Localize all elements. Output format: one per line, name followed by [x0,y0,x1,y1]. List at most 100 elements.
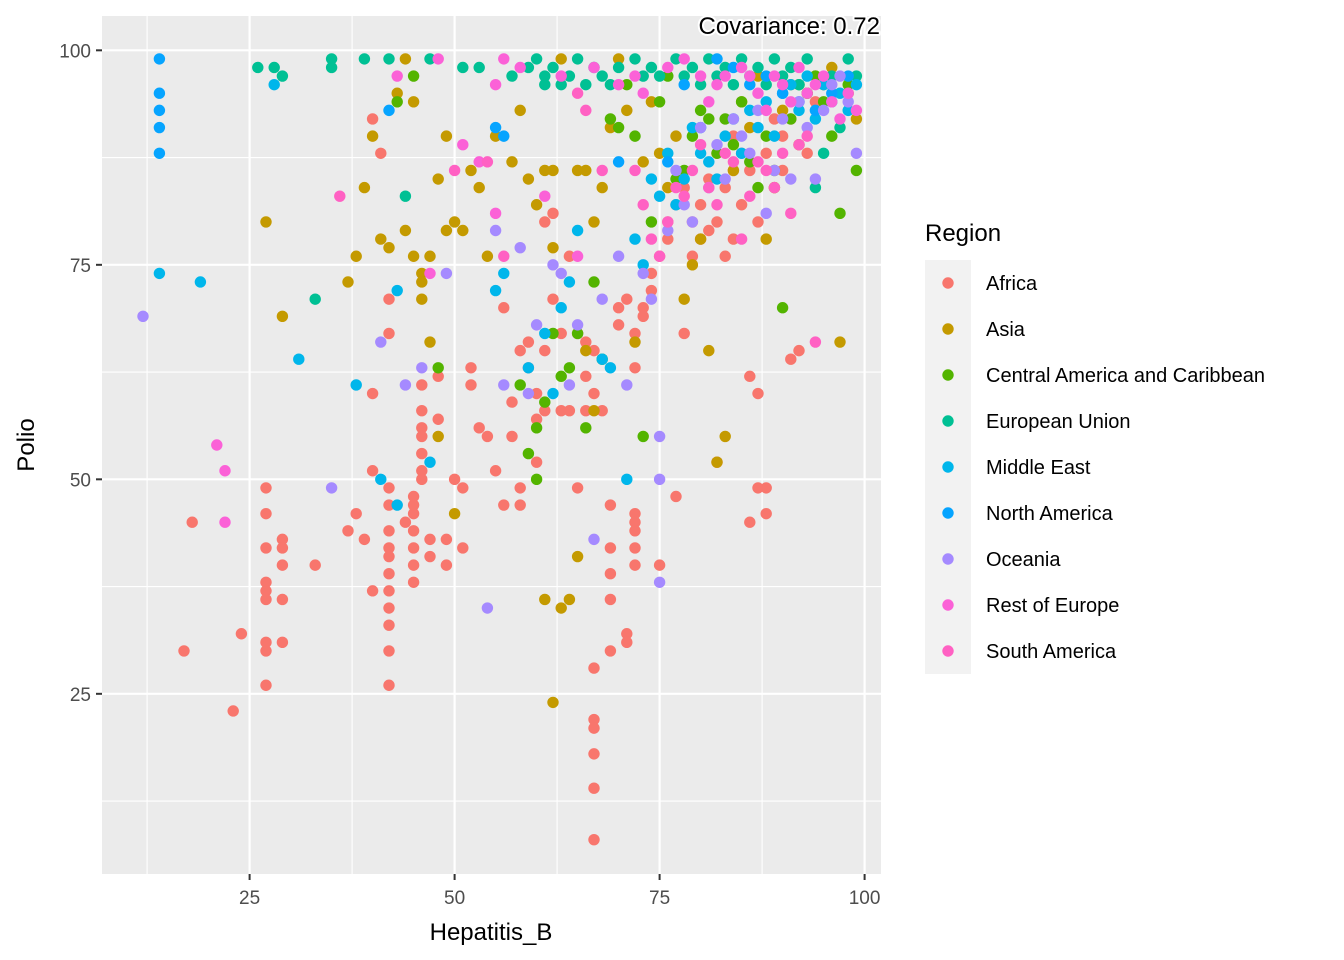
point-south-america [703,181,715,194]
point-european-union [547,61,559,74]
point-central-america-and-caribbean [407,70,420,82]
point-rest-of-europe [219,465,231,477]
legend-key-north-america [942,507,954,519]
x-tick-label: 75 [649,888,670,909]
point-africa [440,533,453,546]
point-south-america [744,190,756,202]
point-south-america [719,147,731,159]
point-africa [530,387,543,400]
point-middle-east [653,190,666,202]
point-asia [662,181,674,194]
point-oceania [834,70,846,82]
point-africa [260,482,272,494]
point-north-america [678,78,690,91]
point-africa [383,482,395,494]
point-africa [727,130,740,142]
point-africa [383,602,395,614]
point-africa [629,559,641,571]
point-middle-east [424,456,436,468]
point-asia [670,130,682,142]
point-middle-east [522,362,535,374]
point-european-union [539,78,551,91]
x-tick-label: 100 [849,888,881,909]
point-africa [752,482,764,494]
point-africa [399,516,412,528]
point-africa [662,233,674,245]
point-africa [678,327,690,340]
point-north-america [711,53,723,65]
point-asia [448,216,461,228]
point-africa [457,482,469,494]
point-asia [514,104,526,117]
point-oceania [621,379,633,391]
point-asia [440,224,453,237]
point-oceania [399,379,412,391]
point-africa [407,499,420,511]
point-middle-east [686,121,699,134]
point-africa [588,662,600,674]
point-africa [440,559,453,571]
point-european-union [842,53,854,65]
point-european-union [506,70,518,82]
point-africa [416,473,428,486]
point-africa [383,585,395,597]
point-central-america-and-caribbean [826,130,838,142]
point-asia [465,164,477,177]
point-south-america [571,87,584,99]
legend-key-asia [942,323,954,335]
point-middle-east [194,276,207,288]
point-central-america-and-caribbean [735,96,748,108]
point-asia [481,250,494,262]
point-asia [416,293,428,305]
point-africa [547,207,559,220]
point-central-america-and-caribbean [727,139,740,151]
point-africa [366,585,379,597]
point-oceania [809,173,822,185]
point-oceania [440,267,453,280]
point-central-america-and-caribbean [653,96,666,108]
legend-label-south-america: South America [986,641,1117,663]
point-north-america [826,87,838,99]
point-north-america [662,156,674,168]
point-south-america [793,139,805,151]
point-central-america-and-caribbean [514,379,526,391]
point-africa [612,302,625,314]
point-africa [260,636,272,649]
point-middle-east [547,387,559,400]
point-africa [588,782,600,794]
point-central-america-and-caribbean [522,447,535,460]
point-middle-east [555,302,567,314]
point-rest-of-europe [424,267,436,280]
point-middle-east [391,499,403,511]
point-rest-of-europe [834,113,846,125]
point-africa [703,173,715,185]
point-rest-of-europe [555,70,567,82]
point-south-america [752,156,764,168]
point-central-america-and-caribbean [817,96,830,108]
point-european-union [637,70,649,82]
point-asia [416,267,428,280]
legend-key-africa [942,277,954,289]
point-asia [571,164,584,177]
point-oceania [817,104,830,117]
point-european-union [752,61,764,74]
point-middle-east [629,233,641,245]
point-africa [580,336,592,348]
point-africa [514,344,526,357]
point-africa [260,593,272,606]
point-africa [514,482,526,494]
point-africa [604,645,617,657]
point-oceania [727,113,740,125]
point-asia [489,130,502,142]
point-africa [719,181,731,194]
point-central-america-and-caribbean [629,130,641,142]
point-central-america-and-caribbean [776,302,789,314]
point-africa [719,250,731,262]
point-rest-of-europe [539,190,551,202]
point-european-union [268,61,280,74]
point-european-union [785,61,797,74]
point-africa [604,499,617,511]
point-central-america-and-caribbean [744,156,756,168]
point-africa [645,284,658,297]
point-oceania [498,379,510,391]
